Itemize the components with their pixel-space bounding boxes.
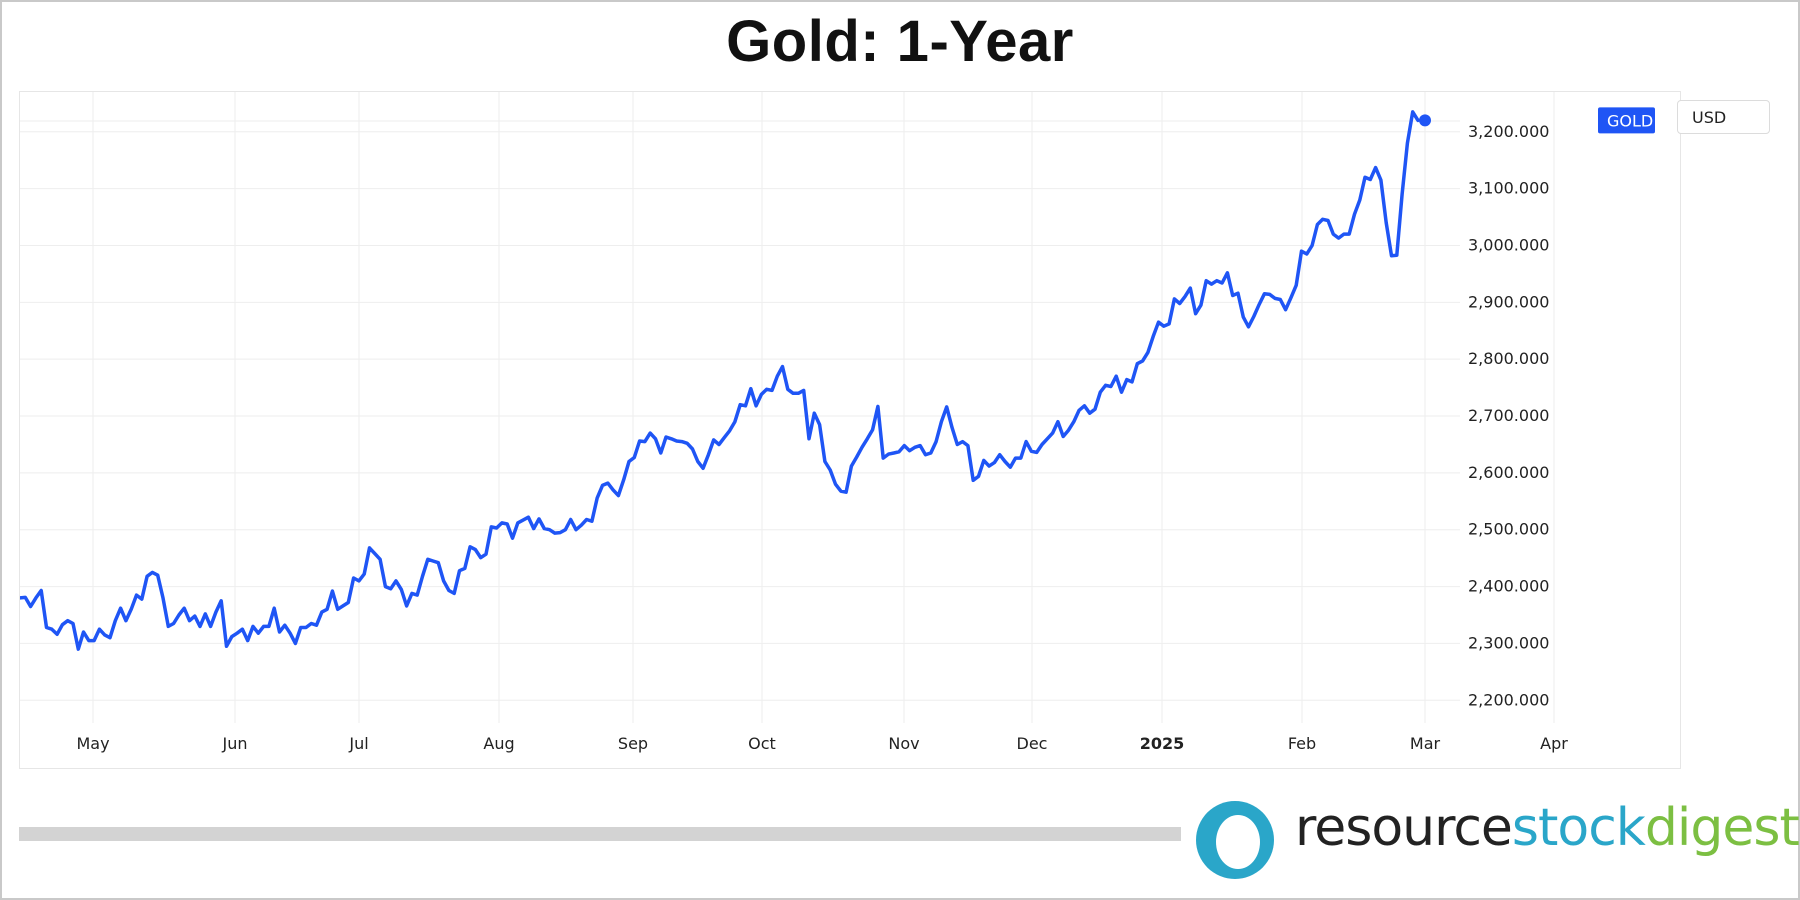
y-tick-label: 2,200.000 (1468, 690, 1549, 709)
logo-wordmark: resourcestockdigest (1295, 798, 1800, 858)
currency-selector[interactable]: USD (1677, 100, 1770, 134)
y-tick-label: 2,600.000 (1468, 463, 1549, 482)
y-tick-label: 3,000.000 (1468, 235, 1549, 254)
series-tag-label: GOLD (1607, 111, 1653, 130)
y-tick-label: 2,500.000 (1468, 520, 1549, 539)
logo-word-digest: digest (1644, 798, 1800, 858)
x-tick-label: Nov (888, 734, 919, 753)
y-tick-label: 3,100.000 (1468, 179, 1549, 198)
y-tick-label: 2,900.000 (1468, 292, 1549, 311)
x-tick-label: 2025 (1140, 734, 1185, 753)
y-tick-label: 2,300.000 (1468, 633, 1549, 652)
resourcestockdigest-logo (1196, 801, 1274, 879)
x-tick-label: Sep (618, 734, 648, 753)
last-price-dot (1419, 114, 1431, 127)
x-tick-label: Apr (1540, 734, 1568, 753)
x-tick-label: Jun (222, 734, 248, 753)
logo-word-resource: resource (1295, 798, 1513, 858)
time-range-scrollbar[interactable] (19, 827, 1181, 841)
line-chart: 2,200.000 2,300.000 2,400.000 2,500.000 2,60… (20, 92, 1655, 753)
y-tick-label: 3,200.000 (1468, 122, 1549, 141)
y-tick-label: 2,400.000 (1468, 577, 1549, 596)
x-tick-label: Mar (1410, 734, 1441, 753)
chart-title: Gold: 1-Year (726, 9, 1074, 74)
y-tick-label: 2,800.000 (1468, 349, 1549, 368)
x-tick-label: Feb (1288, 734, 1316, 753)
x-tick-label: Jul (348, 734, 368, 753)
x-tick-label: Oct (748, 734, 776, 753)
series-line-gold (20, 110, 1420, 651)
x-tick-label: Aug (483, 734, 514, 753)
x-tick-label: Dec (1017, 734, 1048, 753)
x-tick-label: May (76, 734, 109, 753)
plot-area[interactable]: 2,200.000 2,300.000 2,400.000 2,500.000 2,60… (19, 91, 1681, 769)
y-tick-label: 2,700.000 (1468, 406, 1549, 425)
series-tag-box (1598, 107, 1655, 134)
logo-word-stock: stock (1511, 798, 1646, 858)
logo-circle-inner (1216, 815, 1260, 869)
